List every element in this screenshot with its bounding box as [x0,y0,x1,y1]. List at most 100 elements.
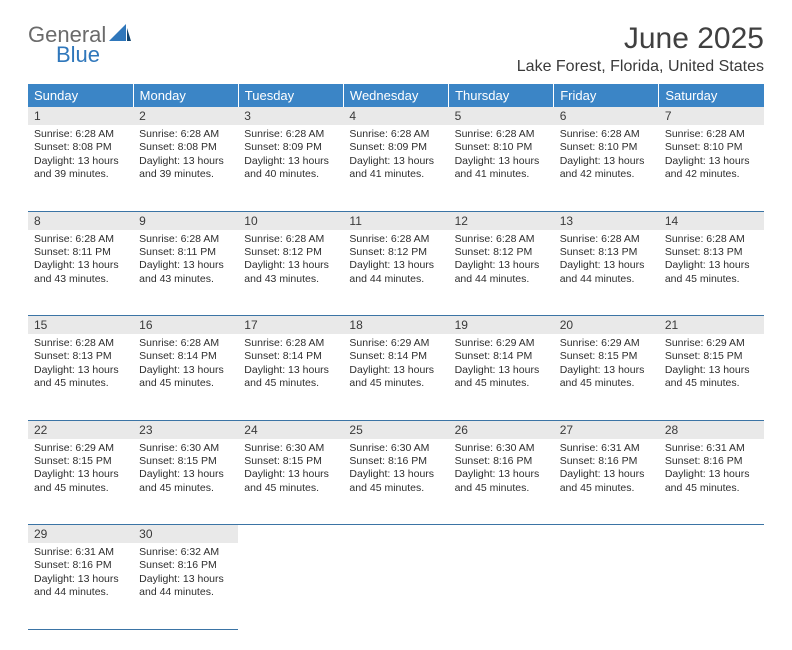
day-body-row: Sunrise: 6:31 AMSunset: 8:16 PMDaylight:… [28,543,764,629]
day-cell: Sunrise: 6:30 AMSunset: 8:15 PMDaylight:… [133,439,238,525]
day-cell-content: Sunrise: 6:32 AMSunset: 8:16 PMDaylight:… [133,543,238,604]
sunset-line: Sunset: 8:12 PM [455,246,548,259]
daylight-line: Daylight: 13 hours and 43 minutes. [244,259,337,286]
day-cell-content: Sunrise: 6:28 AMSunset: 8:12 PMDaylight:… [238,230,343,291]
day-number-cell: 1 [28,107,133,125]
sunset-line: Sunset: 8:13 PM [665,246,758,259]
daylight-line: Daylight: 13 hours and 45 minutes. [665,259,758,286]
day-header: Friday [554,84,659,107]
day-number-cell: 9 [133,211,238,230]
day-number-cell: 15 [28,316,133,335]
day-cell-content: Sunrise: 6:28 AMSunset: 8:10 PMDaylight:… [554,125,659,186]
daylight-line: Daylight: 13 hours and 45 minutes. [455,468,548,495]
day-number-cell: 2 [133,107,238,125]
sunrise-line: Sunrise: 6:31 AM [665,442,758,455]
sunrise-line: Sunrise: 6:28 AM [244,233,337,246]
sunset-line: Sunset: 8:14 PM [455,350,548,363]
sunset-line: Sunset: 8:12 PM [349,246,442,259]
day-header: Monday [133,84,238,107]
sunrise-line: Sunrise: 6:28 AM [34,233,127,246]
daylight-line: Daylight: 13 hours and 45 minutes. [665,364,758,391]
day-number-cell: 18 [343,316,448,335]
sunset-line: Sunset: 8:09 PM [244,141,337,154]
day-cell: Sunrise: 6:28 AMSunset: 8:09 PMDaylight:… [238,125,343,211]
day-cell-content: Sunrise: 6:28 AMSunset: 8:09 PMDaylight:… [343,125,448,186]
sunset-line: Sunset: 8:16 PM [34,559,127,572]
location: Lake Forest, Florida, United States [517,58,764,76]
daylight-line: Daylight: 13 hours and 45 minutes. [455,364,548,391]
day-cell: Sunrise: 6:31 AMSunset: 8:16 PMDaylight:… [554,439,659,525]
sunrise-line: Sunrise: 6:28 AM [560,128,653,141]
day-body-row: Sunrise: 6:28 AMSunset: 8:11 PMDaylight:… [28,230,764,316]
daylight-line: Daylight: 13 hours and 45 minutes. [349,364,442,391]
sunrise-line: Sunrise: 6:28 AM [139,337,232,350]
day-number-cell: 21 [659,316,764,335]
day-cell: Sunrise: 6:28 AMSunset: 8:13 PMDaylight:… [554,230,659,316]
day-cell-content: Sunrise: 6:28 AMSunset: 8:11 PMDaylight:… [133,230,238,291]
day-cell: Sunrise: 6:28 AMSunset: 8:12 PMDaylight:… [343,230,448,316]
day-number-cell: 12 [449,211,554,230]
day-cell-content: Sunrise: 6:28 AMSunset: 8:11 PMDaylight:… [28,230,133,291]
day-number-cell: 30 [133,525,238,544]
day-cell [343,543,448,629]
day-cell: Sunrise: 6:28 AMSunset: 8:08 PMDaylight:… [133,125,238,211]
sunset-line: Sunset: 8:10 PM [665,141,758,154]
daylight-line: Daylight: 13 hours and 39 minutes. [139,155,232,182]
daylight-line: Daylight: 13 hours and 45 minutes. [139,364,232,391]
sunset-line: Sunset: 8:11 PM [34,246,127,259]
sail-icon [109,24,131,46]
day-number-row: 15161718192021 [28,316,764,335]
sunrise-line: Sunrise: 6:28 AM [455,233,548,246]
day-cell-content: Sunrise: 6:30 AMSunset: 8:15 PMDaylight:… [133,439,238,500]
day-number-cell: 6 [554,107,659,125]
day-number-cell: 20 [554,316,659,335]
day-cell-content: Sunrise: 6:30 AMSunset: 8:15 PMDaylight:… [238,439,343,500]
daylight-line: Daylight: 13 hours and 45 minutes. [560,364,653,391]
sunrise-line: Sunrise: 6:30 AM [455,442,548,455]
daylight-line: Daylight: 13 hours and 41 minutes. [455,155,548,182]
day-number-cell: 27 [554,420,659,439]
day-cell-content: Sunrise: 6:29 AMSunset: 8:15 PMDaylight:… [554,334,659,395]
daylight-line: Daylight: 13 hours and 45 minutes. [34,468,127,495]
day-cell-content: Sunrise: 6:28 AMSunset: 8:12 PMDaylight:… [343,230,448,291]
calendar-table: SundayMondayTuesdayWednesdayThursdayFrid… [28,84,764,630]
day-cell: Sunrise: 6:28 AMSunset: 8:10 PMDaylight:… [659,125,764,211]
daylight-line: Daylight: 13 hours and 44 minutes. [560,259,653,286]
sunset-line: Sunset: 8:15 PM [139,455,232,468]
day-cell: Sunrise: 6:30 AMSunset: 8:15 PMDaylight:… [238,439,343,525]
sunset-line: Sunset: 8:10 PM [560,141,653,154]
calendar-body: 1234567Sunrise: 6:28 AMSunset: 8:08 PMDa… [28,107,764,629]
day-cell: Sunrise: 6:28 AMSunset: 8:09 PMDaylight:… [343,125,448,211]
day-cell-content: Sunrise: 6:28 AMSunset: 8:10 PMDaylight:… [449,125,554,186]
daylight-line: Daylight: 13 hours and 44 minutes. [139,573,232,600]
daylight-line: Daylight: 13 hours and 45 minutes. [139,468,232,495]
sunrise-line: Sunrise: 6:30 AM [139,442,232,455]
logo: General Blue [28,24,131,66]
day-number-cell [449,525,554,544]
day-cell-content: Sunrise: 6:29 AMSunset: 8:14 PMDaylight:… [343,334,448,395]
day-cell: Sunrise: 6:28 AMSunset: 8:13 PMDaylight:… [28,334,133,420]
day-number-cell: 19 [449,316,554,335]
day-number-row: 22232425262728 [28,420,764,439]
sunrise-line: Sunrise: 6:29 AM [34,442,127,455]
day-cell-content: Sunrise: 6:31 AMSunset: 8:16 PMDaylight:… [28,543,133,604]
day-number-cell: 4 [343,107,448,125]
daylight-line: Daylight: 13 hours and 45 minutes. [34,364,127,391]
day-number-cell: 5 [449,107,554,125]
sunset-line: Sunset: 8:08 PM [139,141,232,154]
day-cell-content: Sunrise: 6:30 AMSunset: 8:16 PMDaylight:… [449,439,554,500]
day-number-cell: 25 [343,420,448,439]
day-cell: Sunrise: 6:29 AMSunset: 8:14 PMDaylight:… [449,334,554,420]
day-body-row: Sunrise: 6:28 AMSunset: 8:08 PMDaylight:… [28,125,764,211]
daylight-line: Daylight: 13 hours and 44 minutes. [34,573,127,600]
day-number-cell: 23 [133,420,238,439]
sunrise-line: Sunrise: 6:28 AM [34,337,127,350]
day-cell: Sunrise: 6:32 AMSunset: 8:16 PMDaylight:… [133,543,238,629]
sunset-line: Sunset: 8:09 PM [349,141,442,154]
sunset-line: Sunset: 8:12 PM [244,246,337,259]
day-cell: Sunrise: 6:28 AMSunset: 8:13 PMDaylight:… [659,230,764,316]
day-number-cell: 22 [28,420,133,439]
day-number-cell: 3 [238,107,343,125]
logo-word-blue: Blue [56,44,131,66]
day-cell-content: Sunrise: 6:28 AMSunset: 8:08 PMDaylight:… [133,125,238,186]
